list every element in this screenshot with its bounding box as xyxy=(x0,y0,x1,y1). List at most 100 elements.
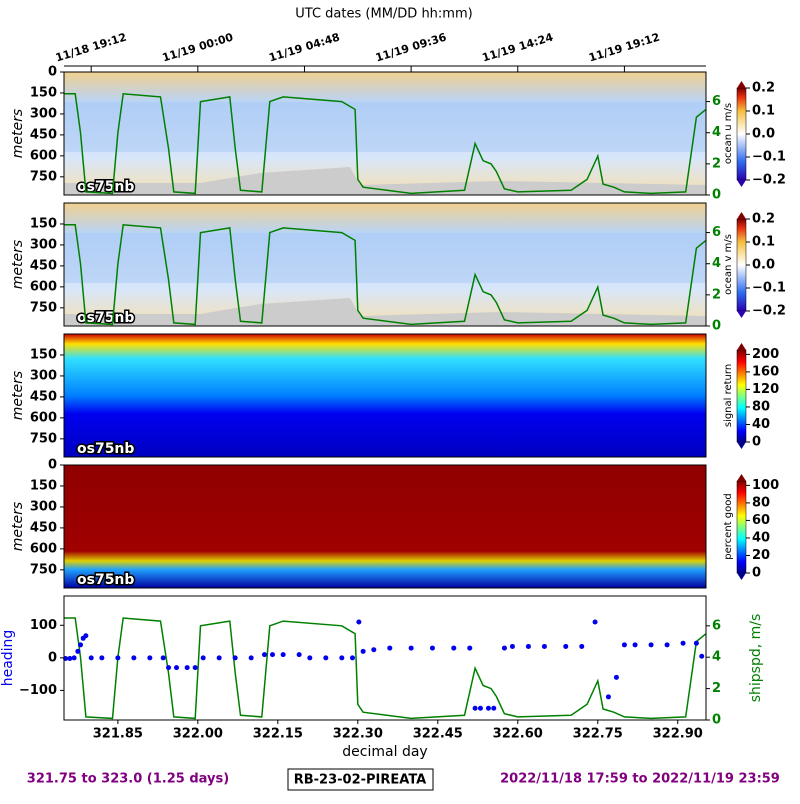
x-tick-label: 322.30 xyxy=(333,727,383,742)
colorbar-label: ocean v m/s xyxy=(723,234,734,295)
shipspd-line xyxy=(64,92,707,195)
x-tick-label: 322.60 xyxy=(493,727,543,742)
x-tick-label: 322.75 xyxy=(573,727,623,742)
heading-point xyxy=(174,665,180,671)
heading-point xyxy=(680,640,686,646)
x-tick-label: 322.00 xyxy=(173,727,223,742)
colorbar-tick-label: 40 xyxy=(752,530,770,545)
heading-point xyxy=(269,652,275,658)
y-tick-label: 0 xyxy=(48,650,57,665)
heading-point xyxy=(408,645,414,651)
heading-point xyxy=(184,665,190,671)
y2-tick-label: 2 xyxy=(712,681,721,696)
heading-point xyxy=(323,655,329,661)
y-axis-label: heading xyxy=(0,630,16,687)
footer-range: 321.75 to 323.0 (1.25 days) xyxy=(27,772,229,787)
y-axis-label: meters xyxy=(10,240,26,289)
y-tick-label: 0 xyxy=(48,65,57,80)
heading-point xyxy=(349,655,355,661)
heading-point xyxy=(67,655,73,661)
y2-tick-label: 4 xyxy=(712,256,721,271)
heading-point xyxy=(232,655,238,661)
y-axis-label: meters xyxy=(10,109,26,158)
colorbar-tick-label: 0.2 xyxy=(752,81,775,96)
y-tick-label: 750 xyxy=(30,300,57,315)
y-tick-label: 450 xyxy=(30,389,57,404)
heading-point xyxy=(699,653,705,659)
heading-point xyxy=(632,642,638,648)
heading-point xyxy=(71,655,77,661)
colorbar-tick-label: 0 xyxy=(752,566,761,581)
colorbar-tick-label: 100 xyxy=(752,478,779,493)
y-tick-label: 600 xyxy=(30,148,57,163)
y-tick-label: 450 xyxy=(30,258,57,273)
y2-tick-label: 4 xyxy=(712,125,721,140)
y2-tick-label: 2 xyxy=(712,287,721,302)
heading-point xyxy=(160,655,166,661)
panel-label: os75nb xyxy=(77,572,134,588)
y2-tick-label: 0 xyxy=(712,188,721,203)
y-tick-label: 100 xyxy=(30,618,57,633)
colorbar-tick-label: 0.1 xyxy=(752,104,775,119)
heading-point xyxy=(501,645,507,651)
heading-point xyxy=(131,655,137,661)
heading-point xyxy=(356,619,362,625)
y-tick-label: 300 xyxy=(30,368,57,383)
heading-point xyxy=(509,643,515,649)
heading-point xyxy=(491,705,497,711)
heading-point xyxy=(339,655,345,661)
panel-frame xyxy=(63,595,707,721)
heading-point xyxy=(613,674,619,680)
heatmap-band xyxy=(64,102,706,152)
x-tick-label: 321.85 xyxy=(93,727,143,742)
time-tick-label: 11/19 09:36 xyxy=(374,30,448,64)
colorbar xyxy=(736,480,747,574)
y-tick-label: 150 xyxy=(30,478,57,493)
y-tick-label: 300 xyxy=(30,237,57,252)
y2-tick-label: 6 xyxy=(712,618,721,633)
heading-point xyxy=(78,642,84,648)
x-tick-label: 322.90 xyxy=(653,727,703,742)
heading-point xyxy=(693,640,699,646)
y-tick-label: 150 xyxy=(30,85,57,100)
heading-point xyxy=(248,655,254,661)
colorbar-tick-label: 0 xyxy=(752,435,761,450)
heading-point xyxy=(147,655,153,661)
colorbar-tick-label: 40 xyxy=(752,417,770,432)
colorbar-tick-label: 80 xyxy=(752,399,770,414)
heading-point xyxy=(605,694,611,700)
colorbar-tick-label: −0.2 xyxy=(752,304,786,319)
no-data-region xyxy=(64,167,706,195)
colorbar-cap xyxy=(737,474,746,481)
y2-tick-label: 0 xyxy=(712,319,721,334)
colorbar-tick-label: −0.2 xyxy=(752,173,786,188)
colorbar-tick-label: 0.0 xyxy=(752,127,775,142)
time-tick-label: 11/19 04:48 xyxy=(267,31,341,65)
y-tick-label: 600 xyxy=(30,279,57,294)
heading-point xyxy=(648,642,654,648)
colorbar xyxy=(736,87,747,181)
panel-frame xyxy=(63,202,707,327)
y2-tick-label: 4 xyxy=(712,650,721,665)
panel-label: os75nb xyxy=(77,441,134,457)
heading-point xyxy=(541,643,547,649)
time-tick-label: 11/19 14:24 xyxy=(481,30,555,64)
time-axis-title: UTC dates (MM/DD hh:mm) xyxy=(295,7,472,22)
heading-point xyxy=(592,619,598,625)
footer-cruise: RB-23-02-PIREATA xyxy=(294,773,427,788)
colorbar-tick-label: 120 xyxy=(752,382,779,397)
colorbar-tick-label: 80 xyxy=(752,495,770,510)
y2-axis-label: shipspd, m/s xyxy=(748,614,764,703)
footer-dates: 2022/11/18 17:59 to 2022/11/19 23:59 xyxy=(500,772,780,787)
colorbar-cap xyxy=(737,212,746,219)
panel-frame xyxy=(63,71,707,196)
heading-point xyxy=(451,645,457,651)
heatmap xyxy=(64,334,706,457)
y-tick-label: 150 xyxy=(30,347,57,362)
colorbar-tick-label: 0.2 xyxy=(752,212,775,227)
heading-point xyxy=(280,652,286,658)
colorbar-tick-label: 200 xyxy=(752,347,779,362)
x-tick-label: 322.45 xyxy=(413,727,463,742)
y-tick-label: 150 xyxy=(30,216,57,231)
